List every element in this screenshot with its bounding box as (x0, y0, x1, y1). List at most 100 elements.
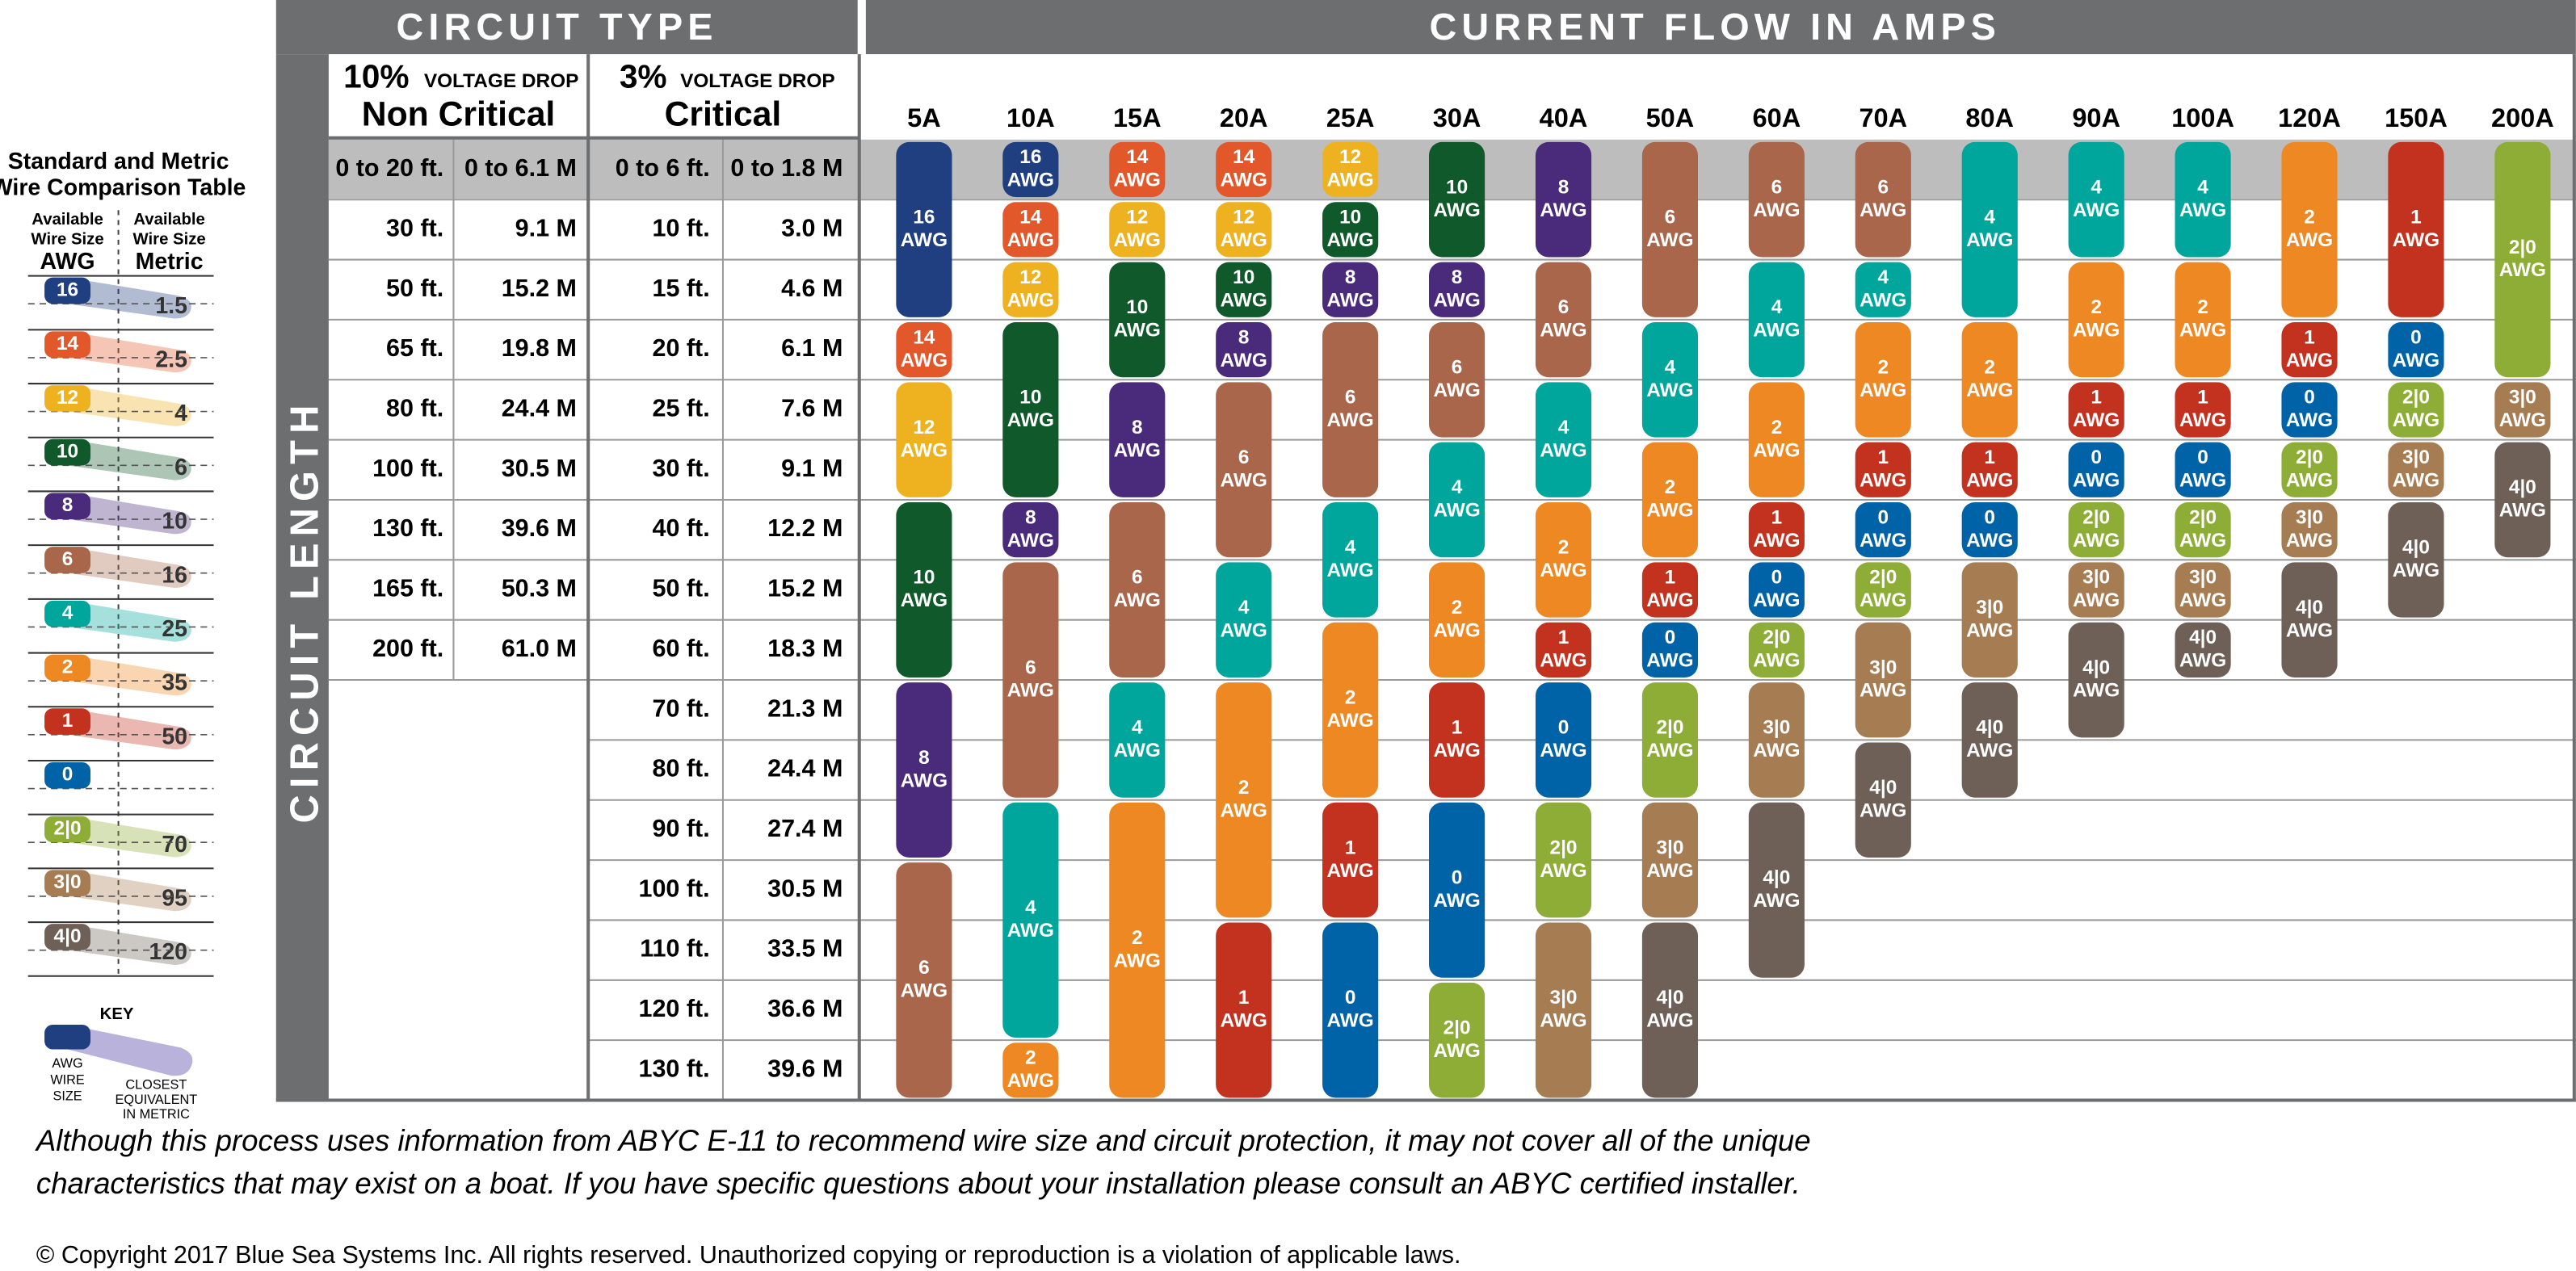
legend-title: Standard and Metric (8, 149, 229, 174)
wire-unit: AWG (2286, 409, 2333, 431)
wire-pill (896, 502, 952, 677)
wire-unit: AWG (1966, 229, 2013, 251)
wire-pill (1535, 622, 1592, 677)
wire-size: 8 (1132, 417, 1143, 438)
length-m: 61.0 M (502, 635, 577, 662)
length-ft: 130 ft. (639, 1055, 710, 1082)
wire-pill (1109, 262, 1166, 378)
wire-pill (1322, 802, 1379, 918)
wire-unit: AWG (1433, 1040, 1480, 1062)
wire-size: 0 (2197, 447, 2208, 468)
wire-pill (1322, 262, 1379, 317)
wire-unit: AWG (2179, 199, 2226, 221)
wire-size: 0 (1452, 866, 1463, 888)
awg-pill (44, 493, 91, 520)
wire-size: 6 (1878, 176, 1889, 198)
amp-label: 80A (1965, 103, 2014, 132)
wire-pill (2281, 562, 2338, 677)
length-ft: 70 ft. (652, 694, 709, 722)
wire-unit: AWG (2179, 320, 2226, 342)
wire-pill (1961, 562, 2018, 677)
wire-unit: AWG (2073, 199, 2120, 221)
awg-pill (44, 924, 91, 950)
awg-size: 16 (57, 279, 78, 300)
wire-pill (1855, 622, 1911, 738)
wire-unit: AWG (1114, 229, 1161, 251)
length-ft: 165 ft. (372, 575, 443, 602)
drop-percent: 3% (620, 57, 667, 94)
wire-pill (1748, 622, 1805, 677)
wire-unit: AWG (2286, 530, 2333, 552)
legend-header: Wire Size (31, 230, 103, 248)
wire-size: 3|0 (2402, 447, 2430, 468)
length-m: 30.5 M (767, 875, 843, 902)
wire-pill (1322, 622, 1379, 798)
awg-size: 2 (62, 656, 74, 677)
wire-pill (1322, 502, 1379, 618)
wire-size: 6 (1665, 207, 1676, 229)
wire-pill (1109, 141, 1166, 198)
key-title: KEY (100, 1005, 134, 1023)
wire-size: 4 (1878, 266, 1889, 288)
metric-band (67, 547, 191, 589)
wire-size: 4 (2091, 176, 2102, 198)
wire-size: 2|0 (2509, 237, 2536, 258)
column-title: Critical (665, 95, 782, 134)
wire-size: 4|0 (2296, 597, 2323, 619)
key-text: IN METRIC (123, 1107, 190, 1122)
legend-header: Available (32, 211, 103, 229)
wire-size: 2|0 (1443, 1017, 1471, 1038)
wire-unit: AWG (2179, 409, 2226, 431)
wire-unit: AWG (1114, 950, 1161, 971)
wire-pill (2281, 382, 2338, 438)
key-text: WIRE (50, 1072, 85, 1087)
length-ft: 65 ft. (386, 334, 443, 362)
wire-pill (1641, 321, 1699, 438)
wire-size: 4|0 (1656, 987, 1683, 1009)
wire-size: 12 (913, 417, 935, 438)
wire-unit: AWG (1646, 589, 1693, 611)
length-m: 18.3 M (767, 635, 843, 662)
wire-size: 3|0 (1550, 987, 1578, 1009)
awg-size: 3|0 (54, 871, 82, 893)
wire-size: 0 (1345, 987, 1356, 1009)
wire-size: 3|0 (1976, 597, 2003, 619)
wire-size: 0 (1878, 506, 1889, 528)
wire-unit: AWG (1966, 740, 2013, 761)
wire-unit: AWG (2286, 469, 2333, 491)
wire-unit: AWG (1433, 740, 1480, 761)
wire-unit: AWG (1860, 469, 1906, 491)
wire-unit: AWG (1860, 380, 1906, 401)
wire-unit: AWG (2286, 619, 2333, 641)
wire-pill (2388, 321, 2444, 378)
wire-size: 2 (1452, 597, 1463, 619)
wire-size: 0 (2410, 326, 2422, 348)
wire-size: 4|0 (1763, 866, 1790, 888)
wire-pill (1002, 502, 1059, 558)
wire-size: 1 (1345, 837, 1356, 858)
wire-unit: AWG (901, 439, 948, 461)
wire-unit: AWG (1646, 650, 1693, 672)
wire-size: 4 (1132, 717, 1143, 739)
column-title: Non Critical (362, 95, 556, 134)
wire-pill (2388, 141, 2444, 317)
wire-pill (2175, 442, 2231, 497)
wire-unit: AWG (1327, 860, 1374, 882)
wire-size: 0 (1558, 717, 1570, 739)
wire-pill (1535, 382, 1592, 497)
wire-pill (1322, 321, 1379, 497)
wire-pill (2281, 141, 2338, 317)
wire-pill (1961, 682, 2018, 798)
wire-size: 10 (1339, 207, 1361, 229)
amp-label: 10A (1006, 103, 1055, 132)
wire-size: 1 (1558, 627, 1570, 648)
metric-size: 120 (149, 939, 187, 965)
wire-pill (1429, 682, 1486, 798)
wire-pill (1002, 802, 1059, 1038)
drop-percent: 10% (343, 57, 409, 94)
amp-label: 150A (2385, 103, 2448, 132)
key-band (67, 1024, 193, 1076)
length-m: 30.5 M (502, 455, 577, 482)
length-ft: 120 ft. (639, 995, 710, 1022)
